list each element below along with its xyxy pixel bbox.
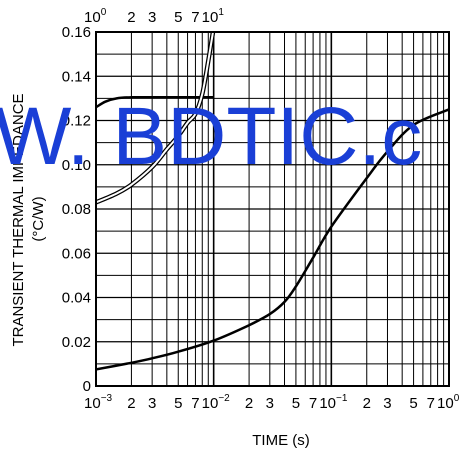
curve-solid xyxy=(96,108,449,371)
x-axis-title: TIME (s) xyxy=(252,432,310,449)
y-tick-label: 0.08 xyxy=(62,201,91,218)
series-layer xyxy=(96,32,449,371)
x-tick-label: 2 xyxy=(245,395,253,412)
top-x-tick-label: 100 xyxy=(84,7,107,26)
x-tick-label: 2 xyxy=(127,395,135,412)
x-tick-label: 10−1 xyxy=(319,393,348,412)
x-tick-label: 10−2 xyxy=(202,393,231,412)
x-tick-label: 3 xyxy=(148,395,156,412)
top-x-tick-label: 101 xyxy=(202,7,225,26)
top-x-tick-label: 2 xyxy=(127,9,135,26)
y-tick-label: 0 xyxy=(83,378,91,395)
y-tick-label: 0.02 xyxy=(62,334,91,351)
curve-solid xyxy=(96,95,214,109)
x-tick-label: 5 xyxy=(292,395,300,412)
watermark-text: W. BDTIC.c xyxy=(0,91,422,182)
x-tick-label: 3 xyxy=(383,395,391,412)
x-tick-label: 7 xyxy=(309,395,317,412)
x-tick-label: 5 xyxy=(409,395,417,412)
x-tick-label: 10−3 xyxy=(84,393,113,412)
y-axis-unit: (°C/W) xyxy=(30,196,47,241)
y-tick-label: 0.12 xyxy=(62,113,91,130)
x-tick-label: 7 xyxy=(427,395,435,412)
curve-double-inner xyxy=(96,32,215,204)
y-axis-title: TRANSIENT THERMAL IMPEDANCE xyxy=(10,93,27,346)
y-tick-label: 0.04 xyxy=(62,290,91,307)
x-tick-label: 2 xyxy=(363,395,371,412)
top-x-tick-label: 7 xyxy=(191,9,199,26)
y-tick-label: 0.16 xyxy=(62,24,91,41)
x-tick-label: 5 xyxy=(174,395,182,412)
grid xyxy=(95,32,449,386)
x-tick-label: 7 xyxy=(191,395,199,412)
top-x-tick-label: 3 xyxy=(148,9,156,26)
x-tick-label: 100 xyxy=(437,393,460,412)
top-x-tick-label: 5 xyxy=(174,9,182,26)
y-tick-label: 0.06 xyxy=(62,245,91,262)
y-tick-label: 0.10 xyxy=(62,157,91,174)
plot-frame xyxy=(95,31,450,387)
y-tick-label: 0.14 xyxy=(62,68,91,85)
x-tick-label: 3 xyxy=(266,395,274,412)
